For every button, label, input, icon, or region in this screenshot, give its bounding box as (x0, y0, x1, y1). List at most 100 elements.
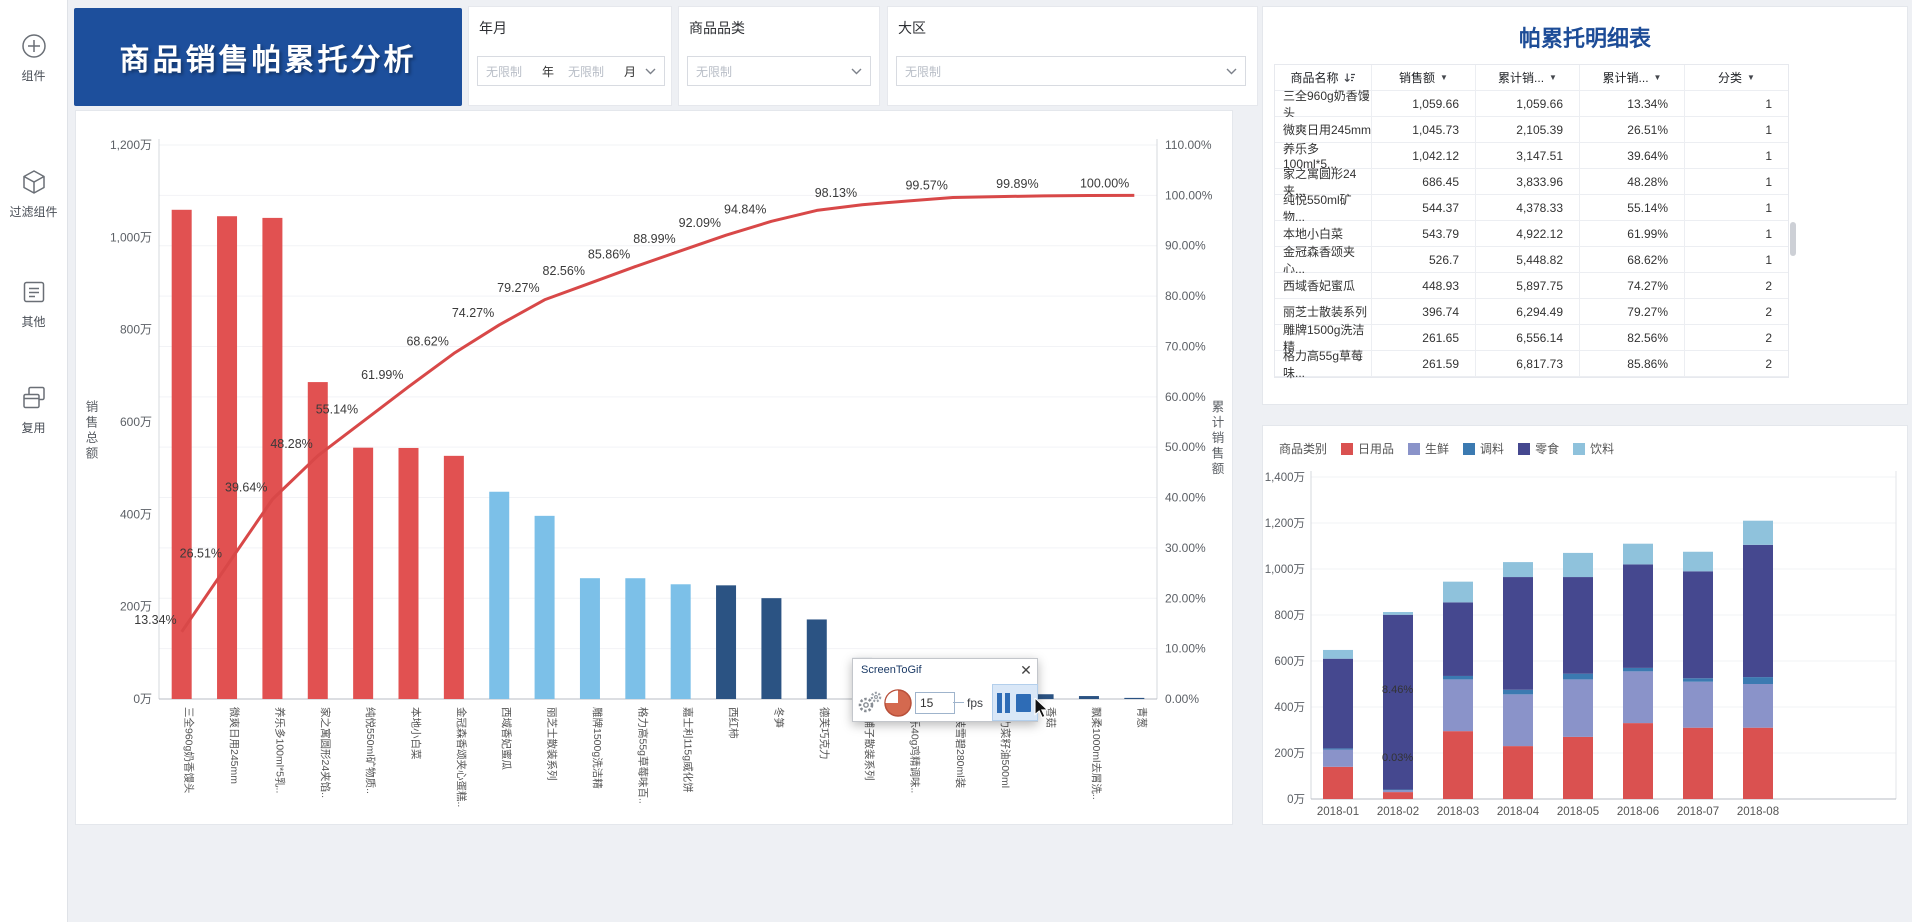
stacked-bar-segment[interactable] (1383, 790, 1413, 793)
stacked-bar-segment[interactable] (1503, 746, 1533, 799)
filter-icon[interactable]: ▼ (1549, 72, 1557, 82)
fps-input[interactable] (915, 692, 955, 714)
stacked-bar-segment[interactable] (1323, 749, 1353, 767)
table-row[interactable]: 本地小白菜 543.79 4,922.12 61.99% 1 (1275, 221, 1788, 247)
stacked-bar-segment[interactable] (1743, 544, 1773, 678)
region-select[interactable]: 无限制 (896, 56, 1246, 86)
table-row[interactable]: 丽芝士散装系列 396.74 6,294.49 79.27% 2 (1275, 299, 1788, 325)
filter-icon[interactable]: ▼ (1747, 72, 1755, 82)
table-row[interactable]: 微爽日用245mm 1,045.73 2,105.39 26.51% 1 (1275, 117, 1788, 143)
pareto-bar[interactable] (670, 584, 691, 699)
cumulative-line[interactable] (180, 193, 1135, 633)
stacked-bar-segment[interactable] (1383, 792, 1413, 799)
stacked-bar-segment[interactable] (1623, 671, 1653, 724)
stacked-bar-segment[interactable] (1563, 552, 1593, 578)
table-scrollbar[interactable] (1790, 222, 1796, 256)
stacked-bar-segment[interactable] (1563, 679, 1593, 737)
stacked-bar-segment[interactable] (1383, 612, 1413, 615)
pause-icon[interactable] (997, 693, 1002, 713)
stacked-bar-segment[interactable] (1443, 675, 1473, 680)
table-row[interactable]: 西域香妃蜜瓜 448.93 5,897.75 74.27% 2 (1275, 273, 1788, 299)
pareto-bar[interactable] (489, 491, 510, 699)
stacked-bar-segment[interactable] (1623, 543, 1653, 565)
stacked-bar-segment[interactable] (1383, 789, 1413, 791)
column-header[interactable]: 商品名称 (1275, 65, 1372, 91)
stacked-bar-segment[interactable] (1323, 658, 1353, 749)
filter-icon[interactable]: ▼ (1440, 72, 1448, 82)
stacked-bar-segment[interactable] (1743, 520, 1773, 545)
sidebar-item-other[interactable]: 其他 (0, 278, 67, 330)
stacked-bar-segment[interactable] (1683, 727, 1713, 799)
pareto-bar[interactable] (171, 209, 192, 700)
table-row[interactable]: 纯悦550ml矿物... 544.37 4,378.33 55.14% 1 (1275, 193, 1788, 224)
stacked-bar-segment[interactable] (1623, 564, 1653, 668)
table-row[interactable]: 金冠森香颂夹心... 526.7 5,448.82 68.62% 1 (1275, 245, 1788, 276)
stacked-bar-segment[interactable] (1743, 677, 1773, 684)
stacked-bar-segment[interactable] (1503, 562, 1533, 578)
stacked-bar-segment[interactable] (1323, 748, 1353, 750)
stacked-bar-segment[interactable] (1683, 571, 1713, 679)
screentogif-window[interactable]: ScreenToGif ✕ fps (852, 658, 1038, 722)
year-month-select[interactable]: 无限制 年 无限制 月 (477, 56, 665, 86)
legend-item[interactable]: 零食 (1518, 440, 1559, 457)
stacked-bar-segment[interactable] (1323, 766, 1353, 799)
stacked-bar-segment[interactable] (1743, 684, 1773, 728)
sidebar-item-reuse[interactable]: 复用 (0, 384, 67, 436)
column-header[interactable]: 销售额 ▼ (1372, 65, 1476, 91)
stacked-bar-segment[interactable] (1443, 731, 1473, 799)
gear-icon[interactable] (857, 689, 883, 720)
pareto-bar[interactable] (353, 447, 374, 699)
stacked-bar-segment[interactable] (1383, 614, 1413, 790)
column-header[interactable]: 累计销... ▼ (1476, 65, 1580, 91)
table-row[interactable]: 家之寓圆形24夹... 686.45 3,833.96 48.28% 1 (1275, 167, 1788, 198)
stacked-bar-segment[interactable] (1683, 678, 1713, 682)
pareto-bar[interactable] (443, 455, 464, 699)
legend-item[interactable]: 日用品 (1341, 440, 1394, 457)
pareto-bar[interactable] (307, 382, 328, 699)
stacked-bar-segment[interactable] (1683, 681, 1713, 728)
stacked-bar-segment[interactable] (1503, 577, 1533, 690)
pareto-bar[interactable] (1078, 696, 1099, 699)
column-header[interactable]: 累计销... ▼ (1580, 65, 1685, 91)
table-row[interactable]: 养乐多100ml*5... 1,042.12 3,147.51 39.64% 1 (1275, 142, 1788, 171)
stacked-bar-segment[interactable] (1563, 577, 1593, 674)
stacked-bar-segment[interactable] (1443, 679, 1473, 732)
category-select[interactable]: 无限制 (687, 56, 871, 86)
pareto-bar[interactable] (761, 598, 782, 699)
stacked-bar-segment[interactable] (1623, 667, 1653, 672)
stacked-bar-segment[interactable] (1683, 551, 1713, 572)
legend-item[interactable]: 调料 (1463, 440, 1504, 457)
stacked-bar-segment[interactable] (1443, 581, 1473, 603)
pareto-bar[interactable] (579, 578, 600, 699)
sort-desc-icon[interactable] (1344, 72, 1356, 84)
pareto-bar[interactable] (1033, 694, 1054, 699)
pareto-bar[interactable] (398, 447, 419, 699)
pareto-bar[interactable] (534, 515, 555, 699)
table-row[interactable]: 三全960g奶香馒头 1,059.66 1,059.66 13.34% 1 (1275, 89, 1788, 120)
column-header[interactable]: 分类 ▼ (1685, 65, 1788, 91)
stacked-bar-segment[interactable] (1323, 649, 1353, 659)
pareto-bar[interactable] (217, 216, 238, 699)
pareto-bar[interactable] (625, 578, 646, 699)
stacked-bar-segment[interactable] (1503, 689, 1533, 695)
table-row[interactable]: 雕牌1500g洗洁精 261.65 6,556.14 82.56% 2 (1275, 323, 1788, 354)
close-icon[interactable]: ✕ (1020, 661, 1032, 678)
pareto-bar[interactable] (262, 217, 283, 699)
sidebar-item-components[interactable]: 组件 (0, 32, 67, 84)
pareto-bar[interactable] (716, 585, 737, 699)
pareto-bar[interactable] (806, 619, 827, 699)
stacked-bar-segment[interactable] (1563, 736, 1593, 799)
stacked-bar-segment[interactable] (1563, 673, 1593, 680)
filter-icon[interactable]: ▼ (1653, 72, 1662, 82)
pause-icon[interactable] (1005, 693, 1010, 713)
sidebar-item-filter-components[interactable]: 过滤组件 (0, 168, 67, 220)
stop-icon[interactable] (1016, 694, 1031, 712)
stacked-bar-segment[interactable] (1443, 602, 1473, 676)
pareto-bar[interactable] (1124, 697, 1145, 699)
table-row[interactable]: 格力高55g草莓味... 261.59 6,817.73 85.86% 2 (1275, 349, 1788, 380)
stacked-bar-segment[interactable] (1743, 727, 1773, 799)
legend-item[interactable]: 饮料 (1573, 440, 1614, 457)
record-timer-icon[interactable] (883, 688, 913, 723)
stacked-bar-segment[interactable] (1623, 723, 1653, 799)
stacked-bar-segment[interactable] (1503, 694, 1533, 747)
